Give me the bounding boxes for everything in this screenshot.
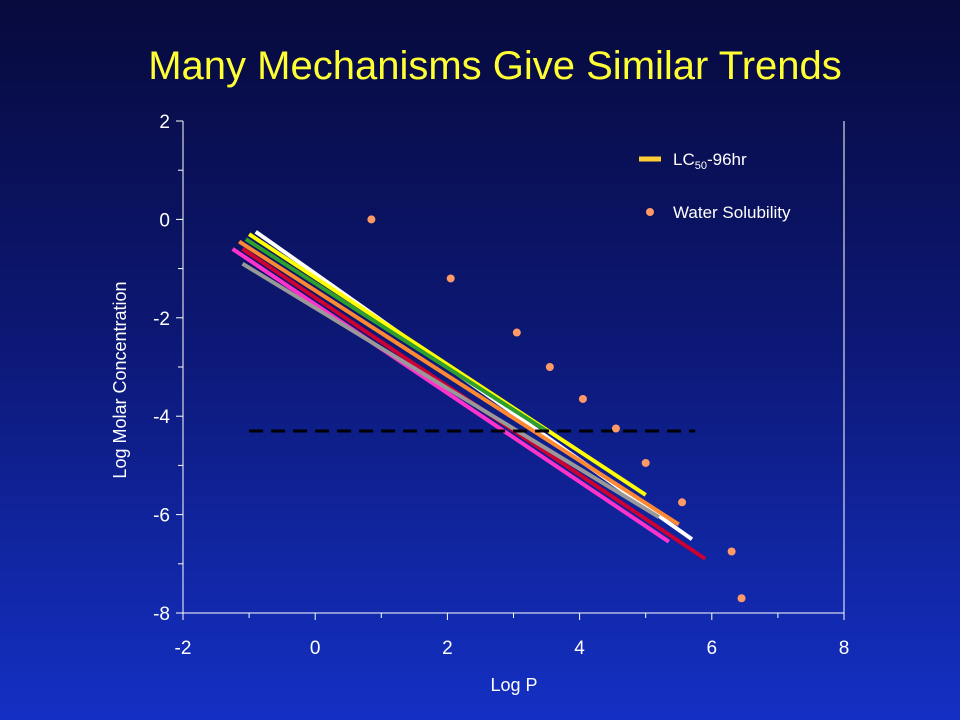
legend-water-solubility-marker bbox=[646, 208, 654, 216]
legend-water-solubility-label: Water Solubility bbox=[673, 203, 791, 222]
water-solubility-point bbox=[641, 458, 650, 467]
y-tick-label: -6 bbox=[153, 506, 170, 527]
legend-lc50-main: LC bbox=[673, 150, 695, 169]
lc50-line-7 bbox=[241, 261, 660, 519]
x-tick-label: -2 bbox=[175, 638, 192, 659]
water-solubility-point bbox=[545, 363, 554, 371]
x-tick-label: 0 bbox=[310, 638, 321, 659]
lc50-lines bbox=[231, 230, 707, 561]
water-solubility-point bbox=[737, 594, 746, 603]
water-solubility-point bbox=[611, 424, 620, 433]
y-tick-label: -8 bbox=[153, 604, 170, 625]
water-solubility-point bbox=[512, 328, 521, 337]
x-tick-label: 4 bbox=[574, 638, 585, 659]
legend-lc50-sub: 50 bbox=[695, 160, 707, 172]
chart-title: Many Mechanisms Give Similar Trends bbox=[148, 44, 842, 88]
legend-lc50-label: LC50-96hr bbox=[673, 150, 747, 172]
y-tick-label: 2 bbox=[159, 112, 170, 133]
lc50-line-2 bbox=[248, 232, 647, 497]
y-axis-title: Log Molar Concentration bbox=[110, 281, 130, 478]
x-tick-label: 8 bbox=[839, 638, 850, 659]
legend-lc50-tail: -96hr bbox=[707, 150, 747, 169]
water-solubility-point bbox=[578, 394, 587, 403]
water-solubility-point bbox=[367, 215, 376, 224]
x-axis-title: Log P bbox=[490, 675, 537, 695]
axes: -2 0 2 4 6 8 2 0 -2 -4 -6 -8 bbox=[153, 112, 849, 659]
x-tick-label: 2 bbox=[442, 638, 453, 659]
lc50-line-6 bbox=[231, 247, 670, 544]
lc50-line-4 bbox=[238, 239, 680, 527]
legend: LC50-96hr Water Solubility bbox=[639, 150, 791, 222]
water-solubility-point bbox=[727, 547, 736, 556]
water-solubility-point bbox=[446, 274, 455, 283]
y-tick-label: -4 bbox=[153, 407, 170, 428]
x-tick-label: 6 bbox=[707, 638, 718, 659]
water-solubility-point bbox=[678, 498, 687, 507]
y-tick-label: 0 bbox=[159, 210, 170, 231]
lc50-line-3 bbox=[244, 237, 548, 433]
y-tick-label: -2 bbox=[153, 309, 170, 330]
water-solubility-points bbox=[367, 215, 746, 603]
